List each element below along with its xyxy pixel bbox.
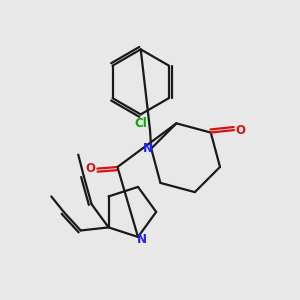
Text: N: N [137, 233, 147, 246]
Text: O: O [85, 162, 96, 175]
Text: O: O [236, 124, 246, 136]
Text: Cl: Cl [134, 117, 147, 130]
Text: N: N [142, 142, 152, 155]
